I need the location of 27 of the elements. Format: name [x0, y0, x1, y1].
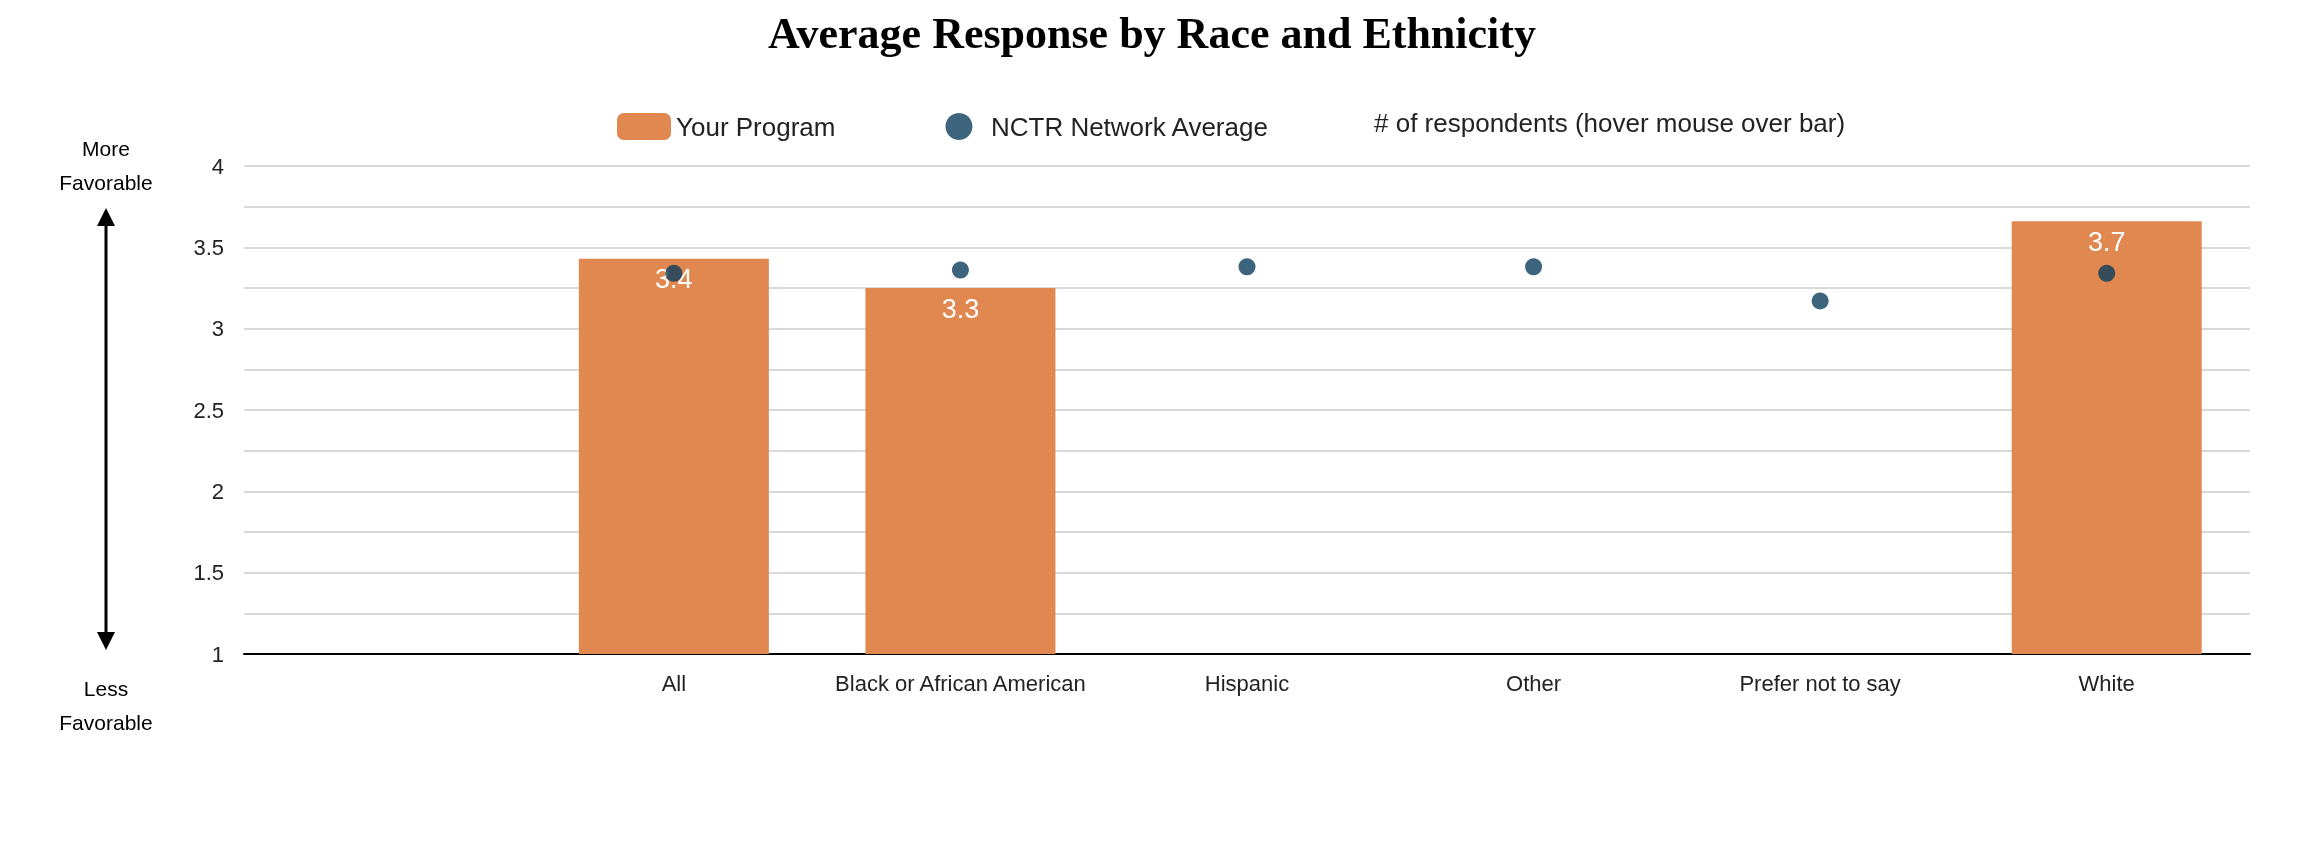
point — [951, 261, 969, 279]
y-tick-label: 3.5 — [193, 234, 224, 260]
data-label: 3.3 — [941, 293, 980, 324]
y-tick-label: 2.5 — [193, 397, 224, 423]
text: Less Favorable — [58, 676, 154, 736]
point — [1525, 258, 1543, 276]
x-tick-label: Hispanic — [1204, 670, 1290, 696]
x-tick-label: Black or African American — [835, 670, 1086, 696]
text: More Favorable — [58, 136, 154, 196]
point — [1238, 258, 1256, 276]
x-tick-label: All — [661, 670, 687, 696]
point — [1811, 292, 1829, 310]
chart-title: Average Response by Race and Ethnicity — [768, 8, 1536, 58]
text: # of respondents (hover mouse over bar) — [1374, 108, 1846, 138]
x-tick-label: White — [2078, 670, 2135, 696]
y-tick-label: 4 — [211, 153, 224, 179]
legend-label: NCTR Network Average — [990, 111, 1268, 142]
x-tick-label: Other — [1506, 670, 1562, 696]
x-tick-label: Prefer not to say — [1739, 670, 1901, 696]
y-tick-label: 3 — [211, 316, 224, 342]
data-label: 3.7 — [2087, 226, 2126, 257]
point — [2098, 264, 2116, 282]
y-tick-label: 1.5 — [193, 560, 224, 586]
y-tick-label: 1 — [211, 641, 224, 667]
y-tick-label: 2 — [211, 478, 224, 504]
data-label: 3.4 — [655, 264, 693, 295]
legend-label: Your Program — [676, 111, 836, 142]
